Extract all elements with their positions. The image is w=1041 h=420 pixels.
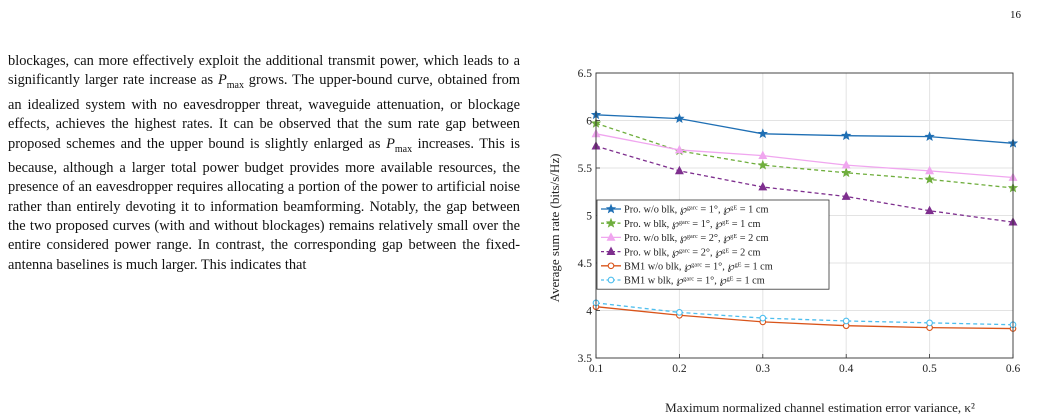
series-5 (592, 303, 1017, 332)
x-tick-label: 0.1 (589, 363, 604, 375)
sum-rate-figure: 0.1 0.2 0.3 0.4 0.5 0.6 3.5 4 4.5 5 5.5 6 6.5 Pro. w… (540, 60, 1041, 420)
data-point (842, 317, 850, 325)
data-point (924, 131, 935, 142)
series-line (595, 145, 1014, 223)
paragraph-text-1: blockages, can more effectively exploit … (8, 53, 520, 89)
x-tick-label: 0.2 (672, 363, 687, 375)
body-paragraph: blockages, can more effectively exploit … (8, 52, 520, 275)
legend-entry-label: BM1 w blk, ℘ᵍᵃʳᶜ = 1°, ℘ᵍᴱ = 1 cm (624, 276, 765, 287)
y-tick-label: 3.5 (578, 353, 593, 365)
x-tick-label: 0.3 (756, 363, 771, 375)
legend-marker (606, 246, 616, 256)
data-point (758, 181, 768, 191)
y-tick-label: 6.5 (578, 68, 593, 80)
legend-marker (606, 232, 616, 241)
legend-entry-label: Pro. w/o blk, ℘ᵍᵃʳᶜ = 1°, ℘ᵍᴱ = 1 cm (624, 205, 768, 216)
legend-marker (605, 217, 617, 228)
series-4 (591, 141, 1018, 226)
x-tick-label: 0.6 (1006, 363, 1021, 375)
series-line (595, 122, 1014, 189)
paragraph-text-2: grows. The upper-bound curve, obtained f… (8, 72, 520, 152)
legend-marker (607, 276, 615, 284)
page-number: 16 (1010, 9, 1021, 21)
series-2 (590, 117, 1019, 193)
line-chart: 0.1 0.2 0.3 0.4 0.5 0.6 3.5 4 4.5 5 5.5 6 6.5 Pro. w… (547, 68, 1021, 415)
data-point (841, 130, 852, 141)
data-point (926, 319, 933, 327)
legend-box (596, 199, 830, 290)
data-point (924, 173, 935, 184)
paragraph-text-3: increases. This is because, although a l… (8, 135, 520, 273)
data-point (841, 167, 852, 178)
data-point (759, 314, 767, 322)
data-point (841, 191, 851, 200)
legend-marker (607, 262, 615, 270)
series-line (595, 114, 1014, 144)
data-point (925, 205, 935, 215)
series-1 (590, 109, 1019, 148)
y-tick-label: 4.5 (578, 258, 593, 270)
legend-entry-label: BM1 w/o blk, ℘ᵍᵃʳᶜ = 1°, ℘ᵍᴱ = 1 cm (624, 262, 773, 273)
legend-entry-label: Pro. w/o blk, ℘ᵍᵃʳᶜ = 2°, ℘ᵍᴱ = 2 cm (624, 233, 768, 244)
y-tick-label: 5 (586, 211, 592, 223)
y-tick-label: 6 (586, 116, 592, 128)
x-tick-label: 0.4 (839, 363, 854, 375)
legend-entry-label: Pro. w blk, ℘ᵍᵃʳᶜ = 1°, ℘ᵍᴱ = 1 cm (624, 219, 760, 230)
x-axis-label: Maximum normalized channel estimation er… (665, 400, 975, 415)
legend-entry-label: Pro. w blk, ℘ᵍᵃʳᶜ = 2°, ℘ᵍᴱ = 2 cm (624, 247, 760, 258)
data-point (674, 144, 684, 154)
pmax-symbol: Pmax (217, 72, 244, 92)
y-axis-label: Average sum rate (bits/s/Hz) (547, 154, 562, 303)
data-point (925, 165, 935, 175)
legend-marker (605, 203, 617, 214)
data-point (757, 128, 768, 139)
series-line (595, 306, 1014, 330)
pmax-symbol: Pmax (386, 135, 413, 155)
series-3 (591, 128, 1018, 181)
series-line (595, 302, 1014, 326)
data-point (757, 159, 768, 170)
data-point (674, 165, 684, 175)
y-tick-label: 4 (586, 306, 592, 318)
data-point (674, 113, 685, 123)
data-point (758, 150, 768, 160)
data-point (676, 309, 683, 316)
x-tick-label: 0.5 (922, 363, 937, 375)
data-point (841, 160, 851, 169)
series-line (595, 133, 1014, 179)
y-tick-label: 5.5 (578, 163, 593, 175)
